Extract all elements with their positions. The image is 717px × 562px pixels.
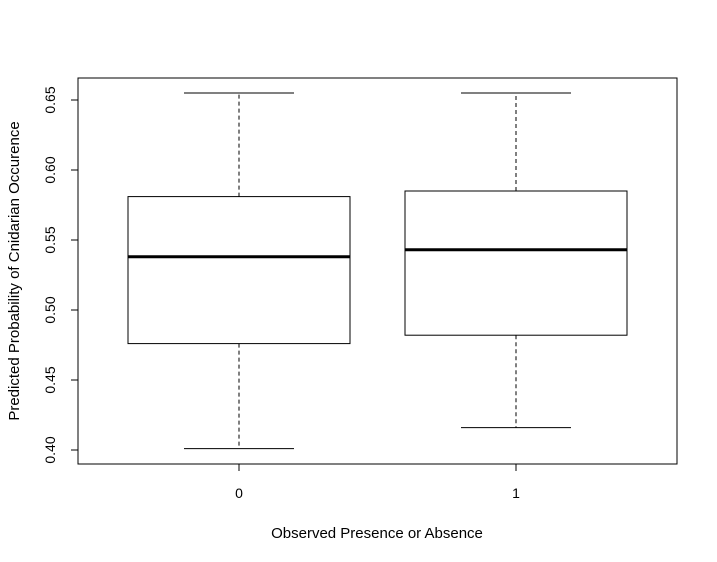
x-tick-label: 1 [512, 485, 520, 501]
iqr-box [127, 196, 351, 345]
y-tick-label: 0.40 [42, 436, 58, 463]
x-axis-label: Observed Presence or Absence [271, 525, 483, 542]
y-axis: 0.40 0.45 0.50 0.55 0.60 0.65 [42, 86, 79, 464]
x-tick-label: 0 [235, 485, 243, 501]
y-tick-label: 0.45 [42, 366, 58, 393]
boxes-layer [127, 92, 628, 450]
y-tick-label: 0.60 [42, 156, 58, 183]
y-axis-label: Predicted Probability of Cnidarian Occur… [6, 121, 23, 420]
box-group-0 [127, 92, 351, 450]
box-group-1 [404, 92, 628, 429]
y-tick-label: 0.50 [42, 296, 58, 323]
y-tick-label: 0.55 [42, 226, 58, 253]
y-tick-label: 0.65 [42, 86, 58, 113]
iqr-box [404, 190, 628, 336]
